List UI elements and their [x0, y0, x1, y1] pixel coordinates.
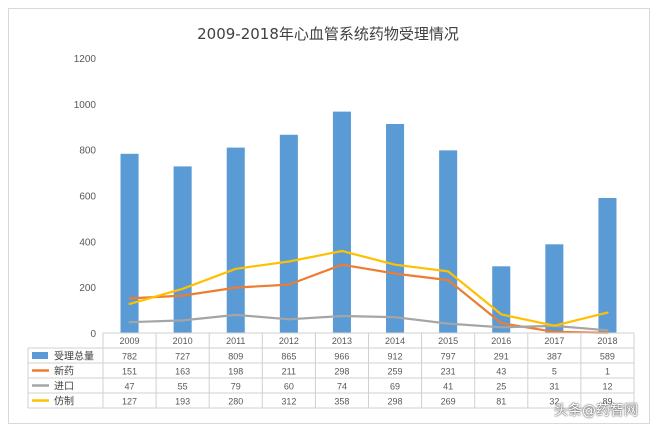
- chart-frame: [8, 8, 650, 424]
- bar: [279, 134, 298, 333]
- table-cell-value: 89: [602, 397, 612, 407]
- table-cell-value: 387: [547, 352, 562, 362]
- table-cell-value: 151: [122, 367, 137, 377]
- table-cell-value: 31: [549, 382, 559, 392]
- table-cell-value: 47: [125, 382, 135, 392]
- table-cell-value: 358: [334, 397, 349, 407]
- table-cell-value: 60: [284, 382, 294, 392]
- table-cell-value: 1: [605, 367, 610, 377]
- table-cell-value: 797: [441, 352, 456, 362]
- bar: [332, 111, 351, 333]
- watermark-text: 头条@药智网: [554, 403, 638, 419]
- table-cell-value: 5: [552, 367, 557, 377]
- table-cell-value: 81: [496, 397, 506, 407]
- table-cell-value: 280: [228, 397, 243, 407]
- table-cell-value: 865: [281, 352, 296, 362]
- x-tick-label: 2015: [438, 336, 458, 346]
- y-tick-label: 800: [79, 146, 96, 157]
- table-cell-value: 55: [178, 382, 188, 392]
- y-tick-label: 0: [90, 329, 96, 340]
- x-tick-label: 2009: [120, 336, 140, 346]
- y-tick-label: 400: [79, 237, 96, 248]
- bar: [120, 153, 139, 333]
- table-cell-value: 809: [228, 352, 243, 362]
- table-cell-value: 291: [494, 352, 509, 362]
- legend-label: 受理总量: [54, 350, 94, 363]
- series-line: [128, 249, 609, 327]
- bar: [439, 150, 458, 333]
- table-cell-value: 74: [337, 382, 347, 392]
- x-tick-label: 2011: [226, 336, 245, 346]
- table-cell-value: 782: [122, 352, 137, 362]
- bar: [226, 147, 245, 333]
- legend-label: 进口: [54, 381, 74, 393]
- table-cell-value: 966: [334, 352, 349, 362]
- table-cell-value: 198: [228, 367, 243, 377]
- table-cell-value: 298: [388, 397, 403, 407]
- table-cell-value: 912: [388, 352, 403, 362]
- table-cell-value: 163: [175, 367, 190, 377]
- x-tick-label: 2016: [491, 336, 511, 346]
- chart-title: 2009-2018年心血管系统药物受理情况: [197, 25, 459, 43]
- bar: [598, 198, 617, 333]
- series-line: [128, 313, 609, 332]
- table-cell-value: 12: [602, 382, 612, 392]
- table-cell-value: 589: [600, 352, 615, 362]
- y-tick-label: 600: [79, 192, 96, 203]
- table-cell-value: 79: [231, 382, 241, 392]
- table-cell-value: 727: [175, 352, 190, 362]
- bar: [545, 244, 564, 333]
- bar: [386, 124, 405, 333]
- table-cell-value: 193: [175, 397, 190, 407]
- x-tick-label: 2012: [279, 336, 299, 346]
- table-cell-value: 269: [441, 397, 456, 407]
- x-tick-label: 2017: [544, 336, 564, 346]
- table-cell-value: 259: [388, 367, 403, 377]
- table-cell-value: 41: [443, 382, 453, 392]
- x-tick-label: 2014: [385, 336, 405, 346]
- y-tick-label: 200: [79, 283, 96, 294]
- table-cell-value: 127: [122, 397, 137, 407]
- x-tick-label: 2018: [597, 336, 617, 346]
- table-cell-value: 211: [282, 367, 296, 377]
- y-tick-label: 1200: [74, 54, 97, 65]
- legend-label: 新药: [54, 365, 74, 378]
- table-cell-value: 25: [496, 382, 506, 392]
- x-tick-label: 2013: [332, 336, 352, 346]
- table-cell-value: 69: [390, 382, 400, 392]
- table-cell-value: 32: [549, 397, 559, 407]
- x-tick-label: 2010: [173, 336, 193, 346]
- legend-label: 仿制: [54, 395, 74, 408]
- y-tick-label: 1000: [74, 100, 97, 111]
- table-cell-value: 43: [496, 367, 506, 377]
- table-cell-value: 231: [441, 367, 456, 377]
- table-cell-value: 298: [334, 367, 349, 377]
- legend-swatch: [32, 352, 48, 359]
- bar: [173, 166, 192, 333]
- table-cell-value: 312: [281, 397, 296, 407]
